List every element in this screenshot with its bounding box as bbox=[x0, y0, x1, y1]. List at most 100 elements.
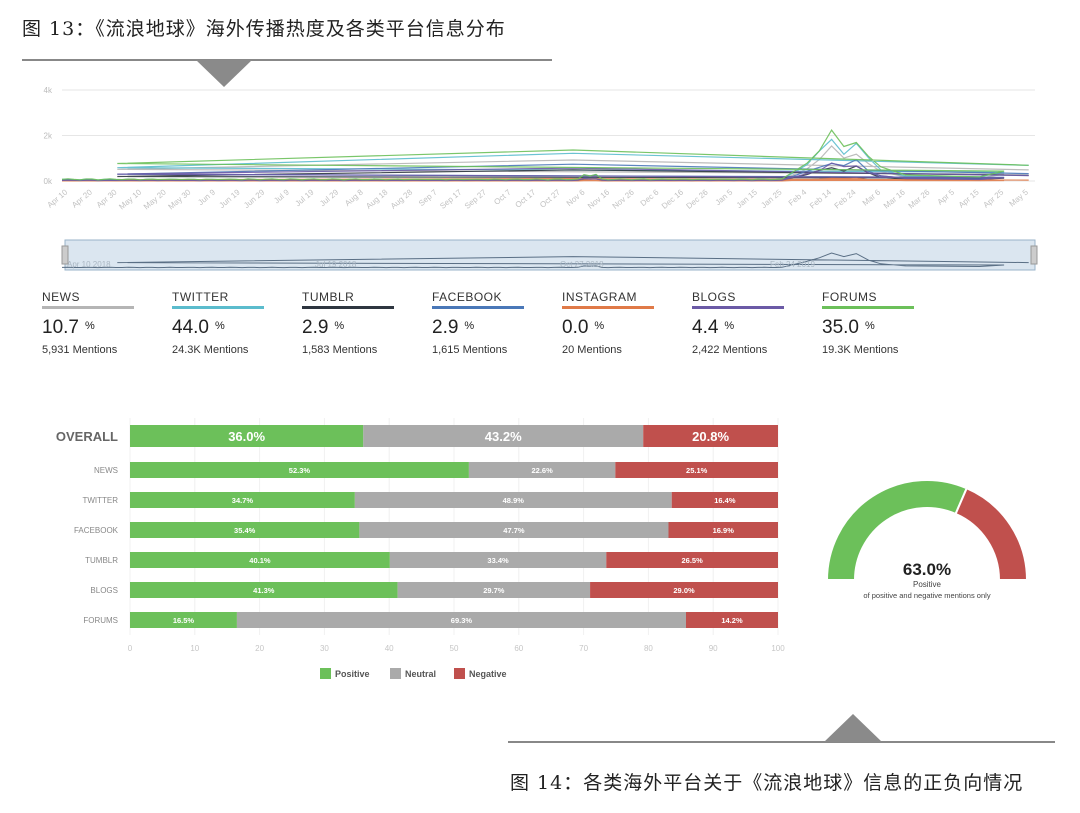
sentiment-bar-neutral bbox=[389, 552, 607, 568]
sentiment-data-label: 14.2% bbox=[721, 616, 743, 625]
sentiment-x-tick: 60 bbox=[514, 644, 523, 653]
sentiment-x-tick: 10 bbox=[190, 644, 199, 653]
sentiment-category-label: OVERALL bbox=[56, 429, 118, 444]
legend-label: Negative bbox=[469, 669, 507, 679]
gauge-value: 63.0% bbox=[903, 560, 951, 579]
sentiment-bar-negative bbox=[685, 612, 778, 628]
sentiment-data-label: 47.7% bbox=[503, 526, 525, 535]
sentiment-x-tick: 70 bbox=[579, 644, 588, 653]
platform-forums: FORUMS 35.0% 19.3K Mentions bbox=[822, 290, 932, 356]
timeline-navigator bbox=[64, 239, 1036, 271]
sentiment-bar-positive bbox=[130, 522, 360, 538]
timeline-series-forums bbox=[61, 129, 1029, 181]
platform-percent-unit: % bbox=[864, 320, 875, 332]
platform-blogs: BLOGS 4.4% 2,422 Mentions bbox=[692, 290, 802, 356]
legend-label: Positive bbox=[335, 669, 370, 679]
timeline-x-tick: Apr 10 bbox=[45, 187, 69, 209]
platform-name: BLOGS bbox=[692, 290, 736, 304]
sentiment-data-label: 16.9% bbox=[713, 526, 735, 535]
sentiment-data-label: 25.1% bbox=[686, 466, 708, 475]
gauge-sublabel: of positive and negative mentions only bbox=[863, 591, 990, 600]
timeline-y-tick: 0k bbox=[44, 177, 53, 186]
platform-name: FACEBOOK bbox=[432, 290, 503, 304]
sentiment-data-label: 16.4% bbox=[714, 496, 736, 505]
platform-name: TUMBLR bbox=[302, 290, 355, 304]
timeline-x-tick: Mar 6 bbox=[861, 187, 883, 207]
gauge-label: Positive bbox=[913, 580, 942, 589]
platform-percent-unit: % bbox=[594, 320, 605, 332]
sentiment-data-label: 22.6% bbox=[531, 466, 553, 475]
platform-mentions: 2,422 Mentions bbox=[692, 344, 768, 356]
timeline-x-tick: Dec 16 bbox=[660, 187, 686, 211]
sentiment-bar-negative bbox=[668, 522, 778, 538]
sentiment-data-label: 40.1% bbox=[249, 556, 271, 565]
timeline-x-tick: Oct 27 bbox=[538, 187, 562, 209]
sentiment-bar-positive bbox=[130, 492, 355, 508]
legend-swatch-negative bbox=[454, 668, 465, 679]
timeline-y-tick: 4k bbox=[44, 86, 53, 95]
platform-color-bar bbox=[562, 306, 654, 309]
platform-mentions: 1,583 Mentions bbox=[302, 344, 378, 356]
sentiment-bar-neutral bbox=[363, 425, 644, 447]
platform-name: FORUMS bbox=[822, 290, 877, 304]
sentiment-category-label: FACEBOOK bbox=[74, 526, 119, 535]
platform-mentions: 20 Mentions bbox=[562, 344, 622, 356]
sentiment-category-label: FORUMS bbox=[83, 616, 118, 625]
sentiment-category-label: TWITTER bbox=[82, 496, 118, 505]
sentiment-data-label: 29.0% bbox=[673, 586, 695, 595]
timeline-y-tick: 2k bbox=[44, 132, 53, 141]
sentiment-bar-negative bbox=[590, 582, 778, 598]
sentiment-data-label: 29.7% bbox=[483, 586, 505, 595]
navigator-handle-left bbox=[61, 245, 69, 265]
sentiment-bar-negative bbox=[671, 492, 778, 508]
platform-facebook: FACEBOOK 2.9% 1,615 Mentions bbox=[432, 290, 542, 356]
timeline-x-tick: Feb 4 bbox=[787, 187, 809, 207]
timeline-x-tick: Jun 29 bbox=[242, 187, 267, 210]
timeline-x-tick: Jan 15 bbox=[735, 187, 760, 210]
timeline-x-tick: Feb 24 bbox=[833, 187, 858, 210]
sentiment-data-label: 69.3% bbox=[451, 616, 473, 625]
platform-name: INSTAGRAM bbox=[562, 290, 637, 304]
sentiment-bar-neutral bbox=[468, 462, 616, 478]
timeline-x-tick: Nov 6 bbox=[565, 187, 587, 208]
top-divider-triangle bbox=[196, 60, 252, 87]
timeline-x-tick: Jun 9 bbox=[196, 187, 217, 207]
sentiment-bar-neutral bbox=[359, 522, 669, 538]
platform-color-bar bbox=[42, 306, 134, 309]
platform-percent-unit: % bbox=[334, 320, 345, 332]
sentiment-bar-positive bbox=[130, 425, 364, 447]
timeline-x-tick: May 5 bbox=[1007, 187, 1030, 208]
timeline-x-tick: Aug 8 bbox=[343, 187, 365, 208]
navigator-label: Jul 19 2018 bbox=[315, 260, 357, 269]
figure-13-title: 图 13：《流浪地球》海外传播热度及各类平台信息分布 bbox=[22, 18, 506, 40]
timeline-x-tick: Nov 16 bbox=[586, 187, 612, 211]
timeline-x-tick: Nov 26 bbox=[611, 187, 637, 211]
timeline-x-tick: Jul 19 bbox=[293, 187, 316, 208]
sentiment-x-tick: 20 bbox=[255, 644, 264, 653]
platform-mentions: 19.3K Mentions bbox=[822, 344, 899, 356]
sentiment-bar-neutral bbox=[354, 492, 672, 508]
platform-color-bar bbox=[302, 306, 394, 309]
timeline-x-tick: May 30 bbox=[167, 187, 193, 211]
platform-percent: 44.0% bbox=[172, 317, 225, 338]
platform-tumblr: TUMBLR 2.9% 1,583 Mentions bbox=[302, 290, 412, 356]
sentiment-category-label: BLOGS bbox=[90, 586, 118, 595]
timeline-x-tick: Apr 25 bbox=[981, 187, 1005, 209]
sentiment-data-label: 20.8% bbox=[692, 429, 729, 444]
timeline-x-tick: Aug 18 bbox=[364, 187, 390, 211]
sentiment-data-label: 34.7% bbox=[232, 496, 254, 505]
timeline-x-tick: Jun 19 bbox=[218, 187, 243, 210]
platform-percent-unit: % bbox=[724, 320, 735, 332]
sentiment-data-label: 48.9% bbox=[503, 496, 525, 505]
timeline-x-tick: Apr 5 bbox=[936, 187, 957, 207]
timeline-x-tick: Apr 30 bbox=[95, 187, 119, 209]
sentiment-data-label: 36.0% bbox=[228, 429, 265, 444]
sentiment-bar-positive bbox=[130, 582, 398, 598]
timeline-x-tick: Sep 7 bbox=[417, 187, 439, 208]
platform-color-bar bbox=[432, 306, 524, 309]
platform-percent: 2.9% bbox=[432, 317, 475, 338]
timeline-x-tick: Mar 26 bbox=[907, 187, 932, 210]
navigator-label: Apr 10 2018 bbox=[67, 260, 111, 269]
navigator-label: Feb 24 2019 bbox=[770, 260, 815, 269]
platform-percent: 2.9% bbox=[302, 317, 345, 338]
